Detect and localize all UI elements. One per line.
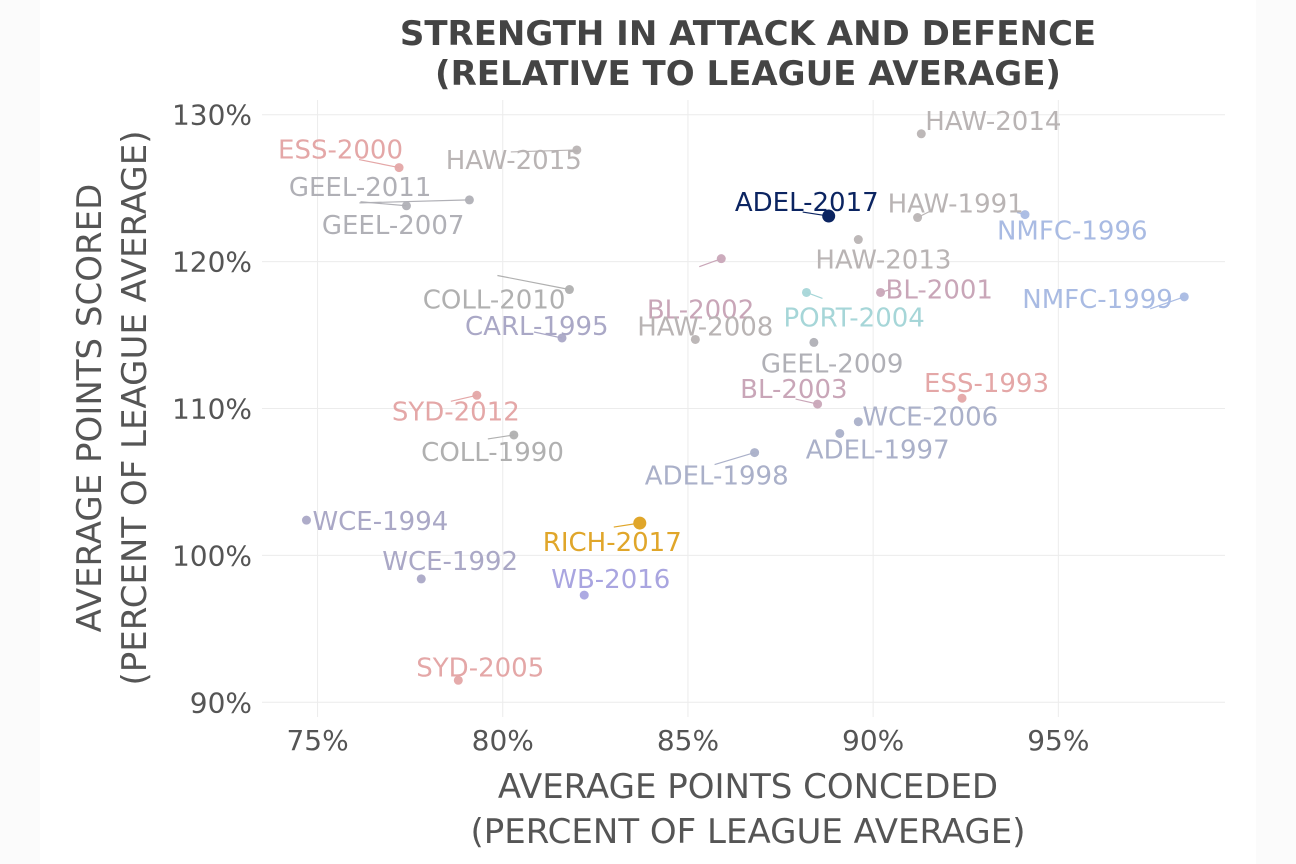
point-geel-2007 — [401, 201, 411, 211]
point-labels: HAW-2014 ESS-2000 HAW-2015 GEEL-2011 GEEL-20… — [278, 107, 1173, 683]
point-coll-1990 — [509, 430, 519, 440]
point-label-wce-1992: WCE-1992 — [382, 547, 518, 577]
point-label-wce-2006: WCE-2006 — [862, 403, 998, 433]
gridlines — [262, 100, 1225, 717]
point-label-adel-1997: ADEL-1997 — [806, 435, 950, 465]
point-carl-1995 — [557, 333, 567, 343]
chart-title-line-2: (RELATIVE TO LEAGUE AVERAGE) — [435, 54, 1061, 94]
point-label-port-2004: PORT-2004 — [783, 303, 924, 333]
point-geel-2011 — [464, 195, 474, 205]
chart-title-line-1: STRENGTH IN ATTACK AND DEFENCE — [400, 14, 1096, 54]
x-tick-label-75: 75% — [286, 724, 348, 757]
x-tick-label-90: 90% — [842, 724, 904, 757]
y-tick-label-120: 120% — [172, 246, 252, 279]
point-label-bl-2002: BL-2002 — [647, 296, 754, 326]
point-wce-2006 — [853, 417, 863, 427]
point-label-wb-2016: WB-2016 — [551, 565, 670, 595]
point-label-geel-2007: GEEL-2007 — [322, 211, 465, 241]
point-label-syd-2012: SYD-2012 — [392, 397, 520, 427]
point-bl-2002 — [716, 254, 726, 264]
point-label-ess-2000: ESS-2000 — [278, 136, 403, 166]
point-haw-2015 — [572, 145, 582, 155]
point-adel-2017 — [822, 209, 836, 223]
point-syd-2012 — [472, 390, 482, 400]
point-label-haw-2008: HAW-2008 — [637, 312, 773, 342]
x-tick-label-85: 85% — [657, 724, 719, 757]
y-tick-label-100: 100% — [172, 539, 252, 572]
point-label-geel-2011: GEEL-2011 — [289, 173, 432, 203]
point-wce-1992 — [416, 574, 426, 584]
x-tick-label-95: 95% — [1027, 724, 1089, 757]
point-label-haw-2014: HAW-2014 — [925, 107, 1061, 137]
x-tick-label-80: 80% — [472, 724, 534, 757]
point-label-geel-2009: GEEL-2009 — [761, 349, 904, 379]
y-tick-label-90: 90% — [190, 686, 252, 719]
point-label-haw-1991: HAW-1991 — [888, 190, 1024, 220]
leader-line-ess-2000 — [358, 158, 400, 169]
point-label-coll-1990: COLL-1990 — [421, 438, 564, 468]
point-label-nmfc-1996: NMFC-1996 — [997, 217, 1148, 247]
point-label-bl-2001: BL-2001 — [886, 275, 993, 305]
left-margin-strip — [0, 0, 40, 864]
right-margin-strip — [1256, 0, 1296, 864]
y-axis-title-line-1: AVERAGE POINTS SCORED — [70, 184, 110, 633]
point-label-rich-2017: RICH-2017 — [543, 528, 682, 558]
x-axis-title-line-1: AVERAGE POINTS CONCEDED — [498, 767, 998, 807]
point-ess-1993 — [957, 393, 967, 403]
point-adel-1997 — [835, 428, 845, 438]
point-nmfc-1996 — [1020, 210, 1030, 220]
point-port-2004 — [801, 287, 811, 297]
point-label-bl-2003: BL-2003 — [740, 375, 847, 405]
y-tick-label-110: 110% — [172, 393, 252, 426]
leader-line-haw-2015 — [510, 149, 577, 153]
point-haw-2013 — [853, 235, 863, 245]
point-haw-2014 — [916, 129, 926, 139]
leader-line-nmfc-1999 — [1150, 296, 1185, 310]
tick-labels: 75% 80% 85% 90% 95% 90% 100% 110% 120% 130% — [172, 99, 1090, 757]
point-wb-2016 — [579, 590, 589, 600]
point-coll-2010 — [564, 285, 574, 295]
leader-line-geel-2011 — [359, 199, 470, 204]
point-ess-2000 — [394, 163, 404, 173]
data-points — [301, 129, 1189, 685]
point-haw-2008 — [690, 334, 700, 344]
leader-line-geel-2007 — [360, 201, 407, 207]
y-axis-title-line-2: (PERCENT OF LEAGUE AVERAGE) — [115, 131, 155, 686]
point-wce-1994 — [301, 515, 311, 525]
point-rich-2017 — [633, 516, 647, 530]
point-label-syd-2005: SYD-2005 — [416, 653, 544, 683]
point-bl-2001 — [876, 287, 886, 297]
point-haw-1991 — [913, 213, 923, 223]
point-adel-1998 — [750, 448, 760, 458]
x-axis-title-line-2: (PERCENT OF LEAGUE AVERAGE) — [471, 812, 1026, 852]
point-label-coll-2010: COLL-2010 — [423, 286, 566, 316]
point-label-adel-1998: ADEL-1998 — [645, 462, 789, 492]
leader-line-adel-1998 — [714, 451, 755, 466]
leader-line-carl-1995 — [533, 331, 563, 339]
point-bl-2003 — [813, 399, 823, 409]
point-label-nmfc-1999: NMFC-1999 — [1022, 285, 1173, 315]
point-label-haw-2013: HAW-2013 — [815, 246, 951, 276]
point-syd-2005 — [453, 675, 463, 685]
y-tick-label-130: 130% — [172, 99, 252, 132]
point-label-carl-1995: CARL-1995 — [465, 312, 609, 342]
point-label-wce-1994: WCE-1994 — [312, 507, 448, 537]
point-nmfc-1999 — [1179, 292, 1189, 302]
point-label-adel-2017: ADEL-2017 — [735, 188, 879, 218]
leader-line-coll-2010 — [497, 274, 570, 291]
point-label-ess-1993: ESS-1993 — [924, 369, 1049, 399]
point-label-haw-2015: HAW-2015 — [446, 146, 582, 176]
point-geel-2009 — [809, 337, 819, 347]
